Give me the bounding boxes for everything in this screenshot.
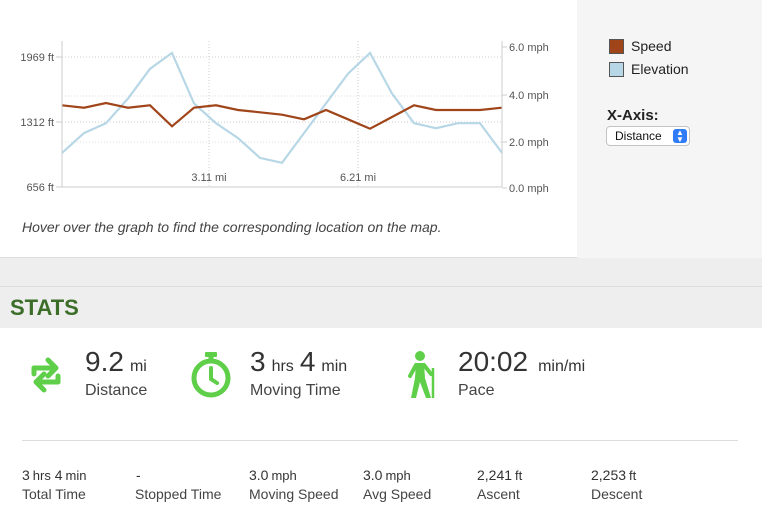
avg-speed-number: 3.0 (363, 467, 383, 483)
moving-speed-number: 3.0 (249, 467, 269, 483)
x-tick-label: 6.21 mi (340, 172, 376, 184)
x-axis-select[interactable]: Distance ▲ ▼ (606, 126, 690, 146)
moving-speed-label: Moving Speed (249, 486, 339, 502)
elevation-series (61, 51, 503, 165)
descent-number: 2,253 (591, 467, 627, 483)
route-arrows-icon (31, 357, 61, 393)
speed-swatch (609, 38, 624, 54)
avg-speed-label: Avg Speed (363, 486, 432, 502)
descent-value: 2,253 ft (591, 467, 636, 483)
left-tick-label: 656 ft (26, 182, 54, 194)
chart-panel: 1969 ft 1312 ft 656 ft 6.0 mph 4.0 mph 2.0 mp… (0, 0, 762, 258)
elevation-line (61, 51, 503, 165)
distance-unit: mi (129, 358, 147, 375)
ascent-label: Ascent (477, 486, 520, 502)
legend-elevation-label: Elevation (631, 61, 689, 77)
descent-label: Descent (591, 486, 643, 502)
total-hrs-unit: hrs (32, 468, 51, 483)
elevation-speed-chart[interactable]: 1969 ft 1312 ft 656 ft 6.0 mph 4.0 mph 2.0 mp… (0, 0, 577, 210)
chart-hint: Hover over the graph to find the corresp… (22, 219, 442, 235)
ascent-unit: ft (515, 468, 523, 483)
moving-hrs: 3 (250, 346, 266, 377)
select-arrows-icon: ▲ ▼ (673, 129, 687, 144)
moving-hrs-unit: hrs (271, 358, 294, 375)
moving-time-label: Moving Time (250, 382, 341, 399)
elevation-swatch (609, 61, 624, 77)
right-tick-label: 4.0 mph (509, 90, 549, 102)
pace-value: 20:02 min/mi (458, 346, 591, 378)
speed-series (61, 101, 503, 130)
pace-unit: min/mi (538, 358, 586, 375)
moving-speed-value: 3.0 mph (249, 467, 297, 483)
pace-number: 20:02 (458, 346, 529, 377)
ascent-value: 2,241 ft (477, 467, 522, 483)
left-tick-label: 1969 ft (20, 52, 54, 64)
distance-number: 9.2 (85, 346, 124, 377)
stats-title: STATS (10, 295, 79, 320)
total-min-unit: min (65, 468, 87, 483)
moving-min: 4 (299, 346, 316, 377)
moving-speed-unit: mph (271, 468, 297, 483)
total-time-value: 3 hrs 4 min (22, 467, 87, 483)
pace-label: Pace (458, 382, 495, 399)
chart-grid (62, 41, 502, 187)
avg-speed-value: 3.0 mph (363, 467, 411, 483)
chart-axes: 1969 ft 1312 ft 656 ft 6.0 mph 4.0 mph 2.0 mp… (20, 41, 549, 195)
stopped-time-label: Stopped Time (135, 486, 222, 502)
total-time-label: Total Time (22, 486, 86, 502)
moving-time-value: 3 hrs 4 min (250, 346, 353, 378)
x-axis-label: X-Axis: (607, 107, 659, 124)
right-tick-label: 6.0 mph (509, 42, 549, 54)
hiker-icon (408, 351, 435, 398)
ascent-number: 2,241 (477, 467, 513, 483)
stopped-time-value: - (136, 467, 141, 483)
right-tick-label: 0.0 mph (509, 183, 549, 195)
x-axis-selected: Distance (615, 129, 662, 143)
total-min: 4 (54, 467, 63, 483)
avg-speed-unit: mph (385, 468, 411, 483)
moving-min-unit: min (321, 358, 348, 375)
stopwatch-icon (191, 352, 231, 398)
legend-elevation: Elevation (609, 61, 689, 77)
total-hrs: 3 (22, 467, 30, 483)
distance-value: 9.2 mi (85, 346, 153, 378)
x-tick-label: 3.11 mi (191, 172, 226, 184)
right-tick-label: 2.0 mph (509, 137, 549, 149)
stats-divider (22, 440, 738, 441)
legend-speed: Speed (609, 38, 671, 54)
distance-label: Distance (85, 382, 148, 399)
speed-line (61, 101, 503, 130)
stats-panel: STATS 9.2 mi Distance 3 hrs 4 min Moving… (0, 286, 762, 529)
left-tick-label: 1312 ft (20, 117, 54, 129)
stats-header: STATS (0, 286, 762, 328)
legend-speed-label: Speed (631, 38, 672, 54)
descent-unit: ft (629, 468, 637, 483)
